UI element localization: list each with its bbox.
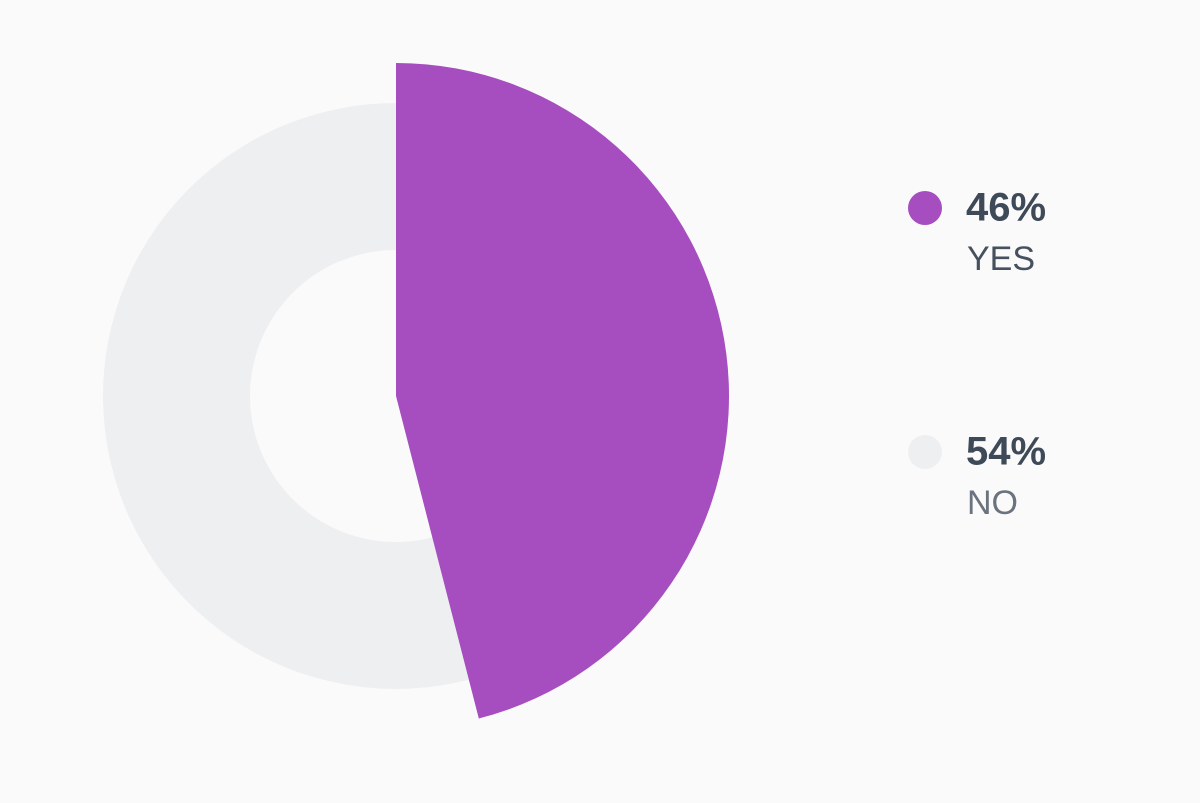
pie-slice [396, 63, 730, 719]
legend-swatch [908, 435, 942, 469]
pie-slice [102, 103, 469, 689]
legend-label: YES [967, 240, 1035, 278]
legend-swatch [908, 191, 942, 225]
legend-value: 46% [966, 186, 1046, 230]
legend-label: NO [967, 484, 1018, 522]
legend-value: 54% [966, 430, 1046, 474]
